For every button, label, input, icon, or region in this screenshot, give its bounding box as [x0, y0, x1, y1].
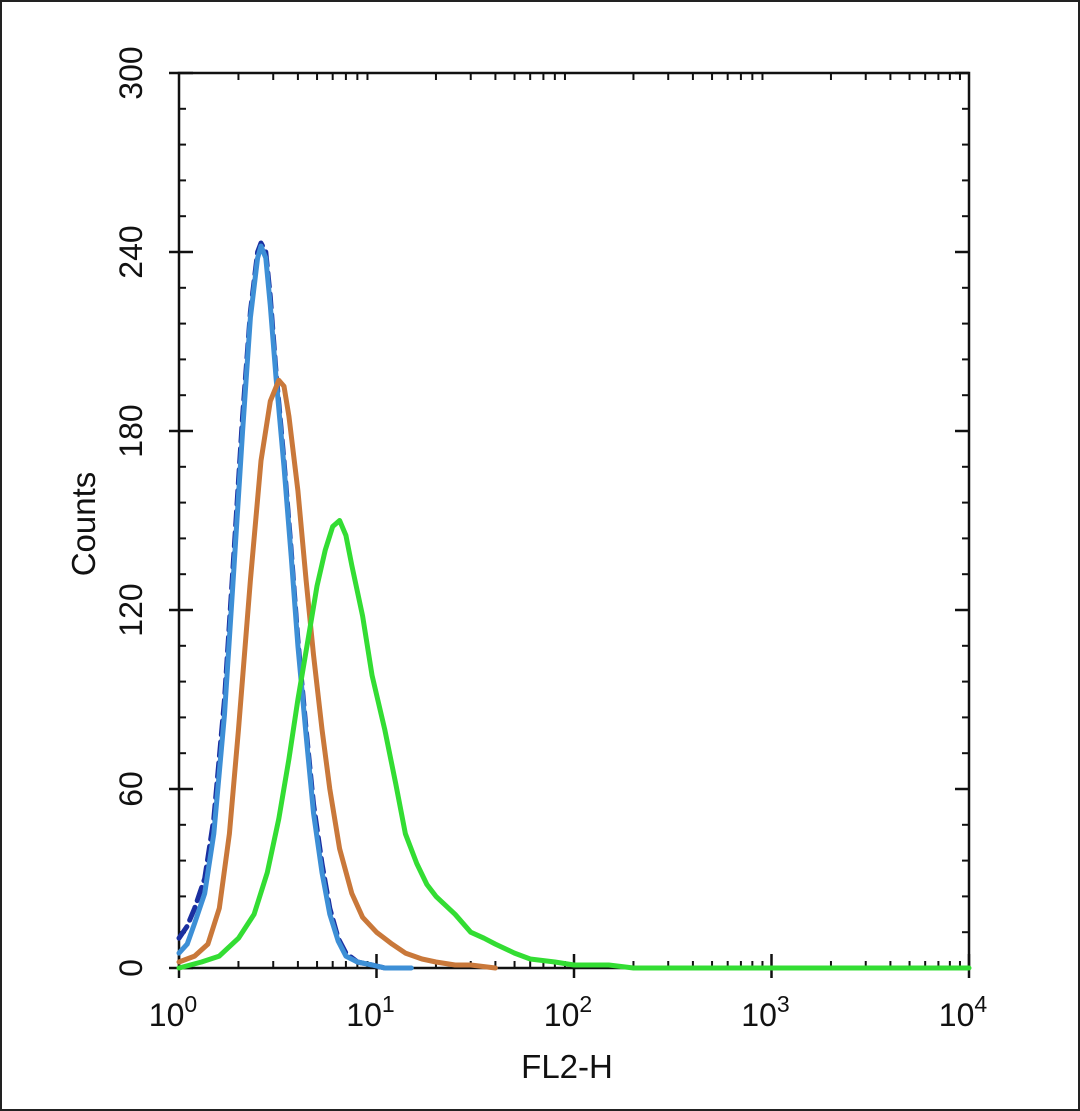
x-tick-label: 102: [544, 991, 592, 1033]
x-tick-label: 100: [149, 991, 197, 1033]
y-tick-label: 60: [113, 771, 149, 807]
series-line-2: [176, 243, 414, 971]
x-axis-title: FL2-H: [521, 1048, 613, 1085]
y-tick-label: 240: [113, 225, 149, 278]
x-tick-label: 104: [939, 991, 988, 1033]
y-tick-label: 0: [113, 959, 149, 977]
y-tick-label: 180: [113, 404, 149, 457]
y-axis-title: Counts: [65, 472, 102, 577]
y-tick-label: 120: [113, 583, 149, 636]
series-line-4: [176, 518, 972, 971]
y-tick-label: 300: [113, 46, 149, 99]
plot-frame: [177, 71, 971, 970]
x-tick-label: 103: [741, 991, 789, 1033]
x-tick-label: 101: [346, 991, 394, 1033]
